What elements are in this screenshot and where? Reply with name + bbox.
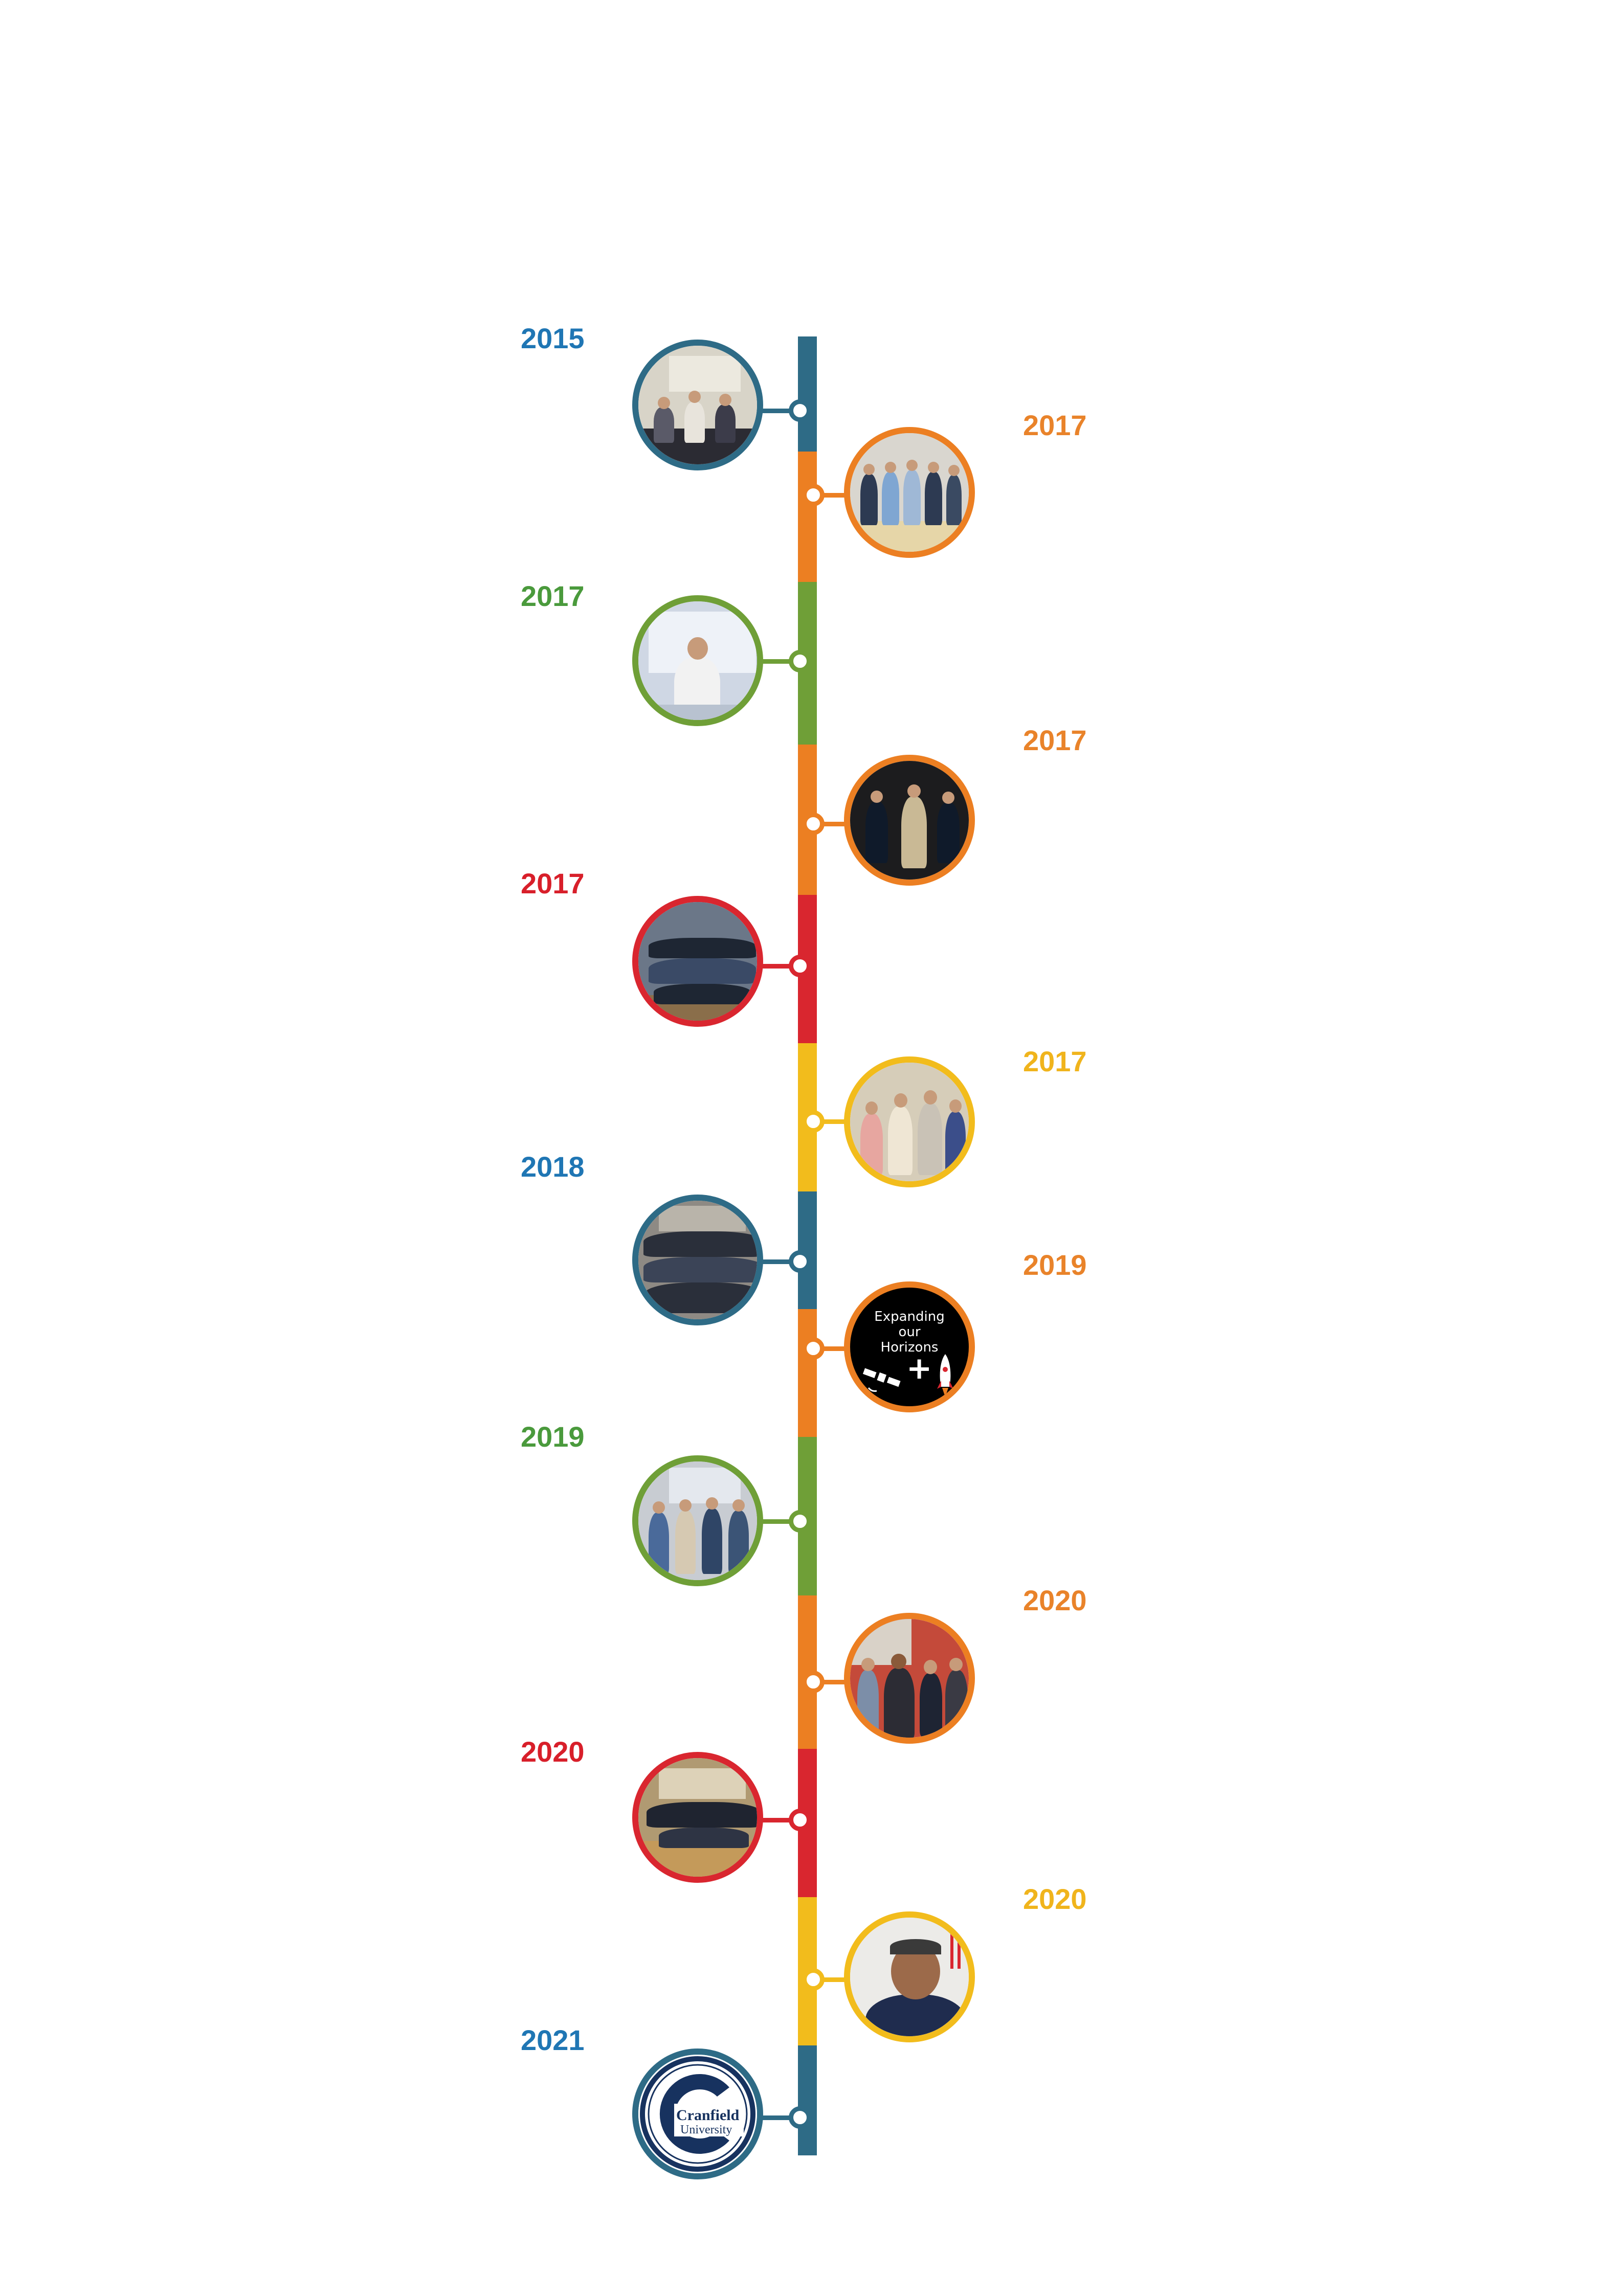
event-year: 2017 — [521, 867, 585, 899]
event-photo — [632, 896, 763, 1027]
event-dot — [789, 955, 811, 977]
event-photo — [632, 1752, 763, 1883]
event-year: 2017 — [1023, 1045, 1087, 1077]
event-photo — [632, 595, 763, 726]
event-dot — [789, 2106, 811, 2129]
event-connector — [814, 1346, 846, 1351]
event-connector — [757, 964, 798, 969]
rocket-icon — [937, 1354, 953, 1397]
event-dot — [789, 1250, 811, 1273]
event-dot — [802, 1337, 825, 1360]
cranfield-logo-icon — [640, 2056, 755, 2172]
spine-segment-orange — [798, 452, 817, 582]
event-dot — [789, 1809, 811, 1831]
event-photo — [632, 1455, 763, 1586]
event-dot — [802, 1110, 825, 1133]
event-connector — [757, 2115, 798, 2120]
event-connector — [814, 493, 846, 498]
event-connector — [814, 822, 846, 826]
event-connector — [814, 1977, 846, 1982]
event-year: 2019 — [1023, 1249, 1087, 1281]
event-dot — [802, 484, 825, 506]
event-photo — [844, 1056, 975, 1187]
event-connector — [757, 1818, 798, 1822]
poster-line-1: Expanding — [874, 1309, 945, 1324]
event-connector — [757, 409, 798, 413]
event-photo — [844, 1613, 975, 1744]
event-photo — [844, 427, 975, 558]
event-dot — [789, 399, 811, 422]
event-year: 2018 — [521, 1151, 585, 1183]
satellite-icon — [862, 1368, 901, 1392]
poster-line-3: Horizons — [880, 1340, 939, 1355]
event-photo — [844, 1911, 975, 2042]
plus-sign: + — [906, 1350, 932, 1386]
spine-segment-blue — [798, 336, 817, 452]
event-dot — [802, 813, 825, 835]
event-connector — [757, 1519, 798, 1524]
spine-segment-blue — [798, 2045, 817, 2155]
spine-segment-orange — [798, 1309, 817, 1437]
event-connector — [757, 1259, 798, 1264]
event-year: 2020 — [1023, 1584, 1087, 1616]
cranfield-university-logo: Cranfield University — [632, 2049, 763, 2179]
event-year: 2017 — [1023, 409, 1087, 441]
event-dot — [802, 1968, 825, 1991]
event-connector — [814, 1680, 846, 1684]
event-year: 2019 — [521, 1421, 585, 1453]
event-poster: Expanding our Horizons + — [844, 1281, 975, 1412]
logo-line-1: Cranfield — [676, 2107, 740, 2124]
poster-line-2: our — [898, 1324, 921, 1340]
event-year: 2021 — [521, 2024, 585, 2056]
event-photo — [844, 755, 975, 886]
event-dot — [802, 1671, 825, 1693]
event-dot — [789, 1510, 811, 1533]
event-dot — [789, 650, 811, 672]
event-year: 2020 — [521, 1736, 585, 1768]
event-year: 2020 — [1023, 1883, 1087, 1915]
event-photo — [632, 1195, 763, 1325]
event-year: 2017 — [521, 580, 585, 612]
event-photo — [632, 340, 763, 470]
logo-line-2: University — [680, 2123, 732, 2136]
event-connector — [757, 659, 798, 664]
event-connector — [814, 1119, 846, 1124]
event-year: 2015 — [521, 322, 585, 354]
event-year: 2017 — [1023, 724, 1087, 756]
